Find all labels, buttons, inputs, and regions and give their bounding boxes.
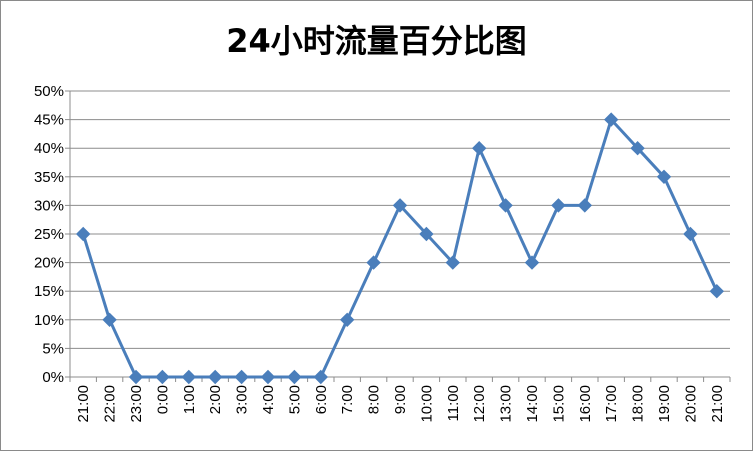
series-line [81,118,719,379]
x-tick-label: 5:00 [286,385,303,414]
data-point [577,198,593,213]
data-point [339,312,355,328]
y-tick-label: 35% [34,169,64,186]
x-tick-label: 10:00 [418,385,435,423]
data-point [75,226,91,242]
axes [65,90,731,382]
data-point [207,369,223,385]
x-tick-label: 6:00 [313,385,330,414]
y-tick-label: 15% [34,283,64,300]
x-tick-label: 16:00 [577,385,594,423]
data-point [524,255,540,270]
y-tick-label: 25% [34,226,64,243]
data-point [260,369,276,385]
y-tick-label: 0% [42,369,64,386]
data-point [419,226,434,242]
x-tick-label: 3:00 [234,385,251,414]
data-point [630,140,645,156]
data-point [313,369,329,385]
x-tick-label: 17:00 [603,385,620,423]
x-tick-label: 21:00 [75,385,92,423]
y-tick-label: 5% [42,340,64,357]
data-point [551,198,566,213]
gridlines [70,90,730,349]
chart-title: 24小时流量百分比图 [226,22,527,60]
data-point [683,226,698,242]
data-point [392,198,408,213]
data-point [155,369,170,385]
x-tick-label: 0:00 [154,385,171,414]
x-tick-labels: 21:00 22:00 23:00 0:00 1:00 2:00 3:00 4:00 5:00 6… [75,385,726,423]
data-point [709,283,725,299]
y-tick-label: 30% [34,197,64,214]
x-tick-label: 1:00 [181,385,198,414]
y-tick-labels: 0% 5% 10% 15% 20% 25% 30% 35% 40% 45% 50% [34,83,64,386]
data-point [287,369,302,385]
x-tick-label: 21:00 [709,385,726,423]
x-tick-label: 2:00 [207,385,224,414]
data-point [498,198,513,213]
y-tick-label: 45% [34,112,64,129]
data-point [656,169,672,185]
data-point [445,255,461,270]
data-point [181,369,197,385]
x-tick-label: 18:00 [630,385,647,423]
x-tick-label: 23:00 [128,385,145,423]
x-tick-label: 9:00 [392,385,409,414]
data-point [128,369,144,385]
data-point [102,312,117,328]
x-tick-label: 19:00 [656,385,673,423]
x-tick-label: 13:00 [498,385,515,423]
y-tick-label: 50% [34,83,64,100]
y-tick-label: 40% [34,140,64,157]
x-tick-label: 15:00 [550,385,567,423]
x-tick-label: 14:00 [524,385,541,423]
data-point [234,369,249,385]
x-tick-label: 11:00 [445,385,462,421]
data-point [366,255,381,270]
data-point [603,112,619,127]
y-tick-label: 20% [34,255,64,272]
x-tick-label: 20:00 [682,385,699,423]
x-tick-label: 22:00 [102,385,119,423]
x-tick-label: 8:00 [366,385,383,414]
x-tick-label: 7:00 [339,385,356,414]
data-point [471,140,487,156]
y-tick-label: 10% [34,312,64,329]
x-tick-label: 12:00 [471,385,488,423]
x-tick-label: 4:00 [260,385,277,414]
series-layer [75,112,725,385]
